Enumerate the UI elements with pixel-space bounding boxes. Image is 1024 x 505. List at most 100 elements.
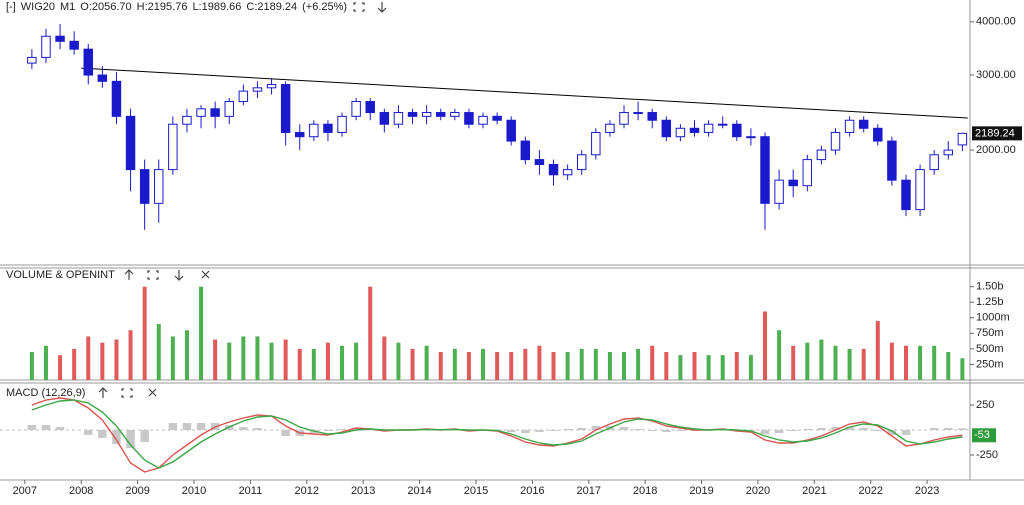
header-item: (+6.25%) xyxy=(302,1,347,13)
histogram-bar xyxy=(549,430,557,431)
histogram-bar xyxy=(676,430,684,431)
volume-bar xyxy=(467,352,471,380)
candle-body xyxy=(888,141,896,180)
volume-bar xyxy=(707,355,711,380)
volume-bar xyxy=(636,349,640,380)
header-item: L:1989.66 xyxy=(192,1,241,13)
volume-bar xyxy=(735,352,739,380)
volume-bar xyxy=(171,336,175,380)
candle-body xyxy=(606,124,614,132)
candle-body xyxy=(324,124,332,132)
volume-bar xyxy=(312,349,316,380)
volume-bar xyxy=(157,324,161,380)
histogram-bar xyxy=(577,428,585,430)
x-tick-label: 2014 xyxy=(407,485,431,497)
volume-bar xyxy=(199,287,203,380)
volume-bar xyxy=(326,343,330,380)
x-tick-label: 2019 xyxy=(689,485,713,497)
histogram-bar xyxy=(620,427,628,430)
candle-body xyxy=(465,113,473,125)
candle-body xyxy=(859,120,867,128)
candle-body xyxy=(183,116,191,124)
candle-body xyxy=(366,102,374,113)
header-item: C:2189.24 xyxy=(246,1,297,13)
volume-bar xyxy=(114,340,118,380)
candle-body xyxy=(718,124,726,125)
volume-bar xyxy=(890,343,894,380)
volume-bar xyxy=(693,352,697,380)
histogram-bar xyxy=(535,430,543,432)
histogram-bar xyxy=(507,430,515,432)
histogram-bar xyxy=(859,428,867,430)
volume-bar xyxy=(904,346,908,380)
volume-bar xyxy=(255,336,259,380)
histogram-bar xyxy=(634,429,642,430)
candle-body xyxy=(338,116,346,132)
x-tick-label: 2015 xyxy=(464,485,488,497)
candle-body xyxy=(648,113,656,121)
candle-body xyxy=(874,128,882,141)
candle-body xyxy=(690,128,698,132)
candle-body xyxy=(549,165,557,175)
candle-body xyxy=(296,132,304,136)
volume-bar xyxy=(664,352,668,380)
candle-body xyxy=(479,116,487,124)
candle-body xyxy=(408,113,416,117)
volume-bar xyxy=(30,352,34,380)
candle-body xyxy=(845,120,853,132)
histogram-bar xyxy=(874,430,882,431)
volume-bar xyxy=(100,343,104,380)
volume-bar xyxy=(185,330,189,380)
volume-bar xyxy=(960,358,964,380)
candle-body xyxy=(225,102,233,117)
candle-body xyxy=(211,109,219,117)
x-tick-label: 2022 xyxy=(859,485,883,497)
candle-body xyxy=(84,49,92,75)
header-item: M1 xyxy=(60,1,75,13)
histogram-bar xyxy=(902,430,910,435)
y-tick-label: 1000m xyxy=(976,312,1010,324)
volume-bar xyxy=(876,321,880,380)
candle-body xyxy=(155,170,163,204)
candle-body xyxy=(704,124,712,132)
volume-bar xyxy=(763,312,767,380)
candle-body xyxy=(916,170,924,210)
x-tick-label: 2012 xyxy=(295,485,319,497)
candle-body xyxy=(803,160,811,186)
candle-body xyxy=(747,137,755,138)
candle-body xyxy=(930,155,938,170)
x-tick-label: 2009 xyxy=(125,485,149,497)
x-tick-label: 2017 xyxy=(577,485,601,497)
histogram-bar xyxy=(775,430,783,433)
histogram-bar xyxy=(563,429,571,430)
volume-bar xyxy=(932,346,936,380)
candle-body xyxy=(662,120,670,136)
histogram-bar xyxy=(789,430,797,431)
x-tick-label: 2013 xyxy=(351,485,375,497)
candle-body xyxy=(56,36,64,41)
volume-bar xyxy=(241,336,245,380)
histogram-bar xyxy=(197,423,205,430)
histogram-bar xyxy=(817,428,825,430)
y-tick-label: 250m xyxy=(976,358,1004,370)
y-tick-label: 1.50b xyxy=(976,281,1004,293)
volume-bar xyxy=(129,330,133,380)
volume-bar xyxy=(862,349,866,380)
volume-bar xyxy=(819,340,823,380)
volume-bar xyxy=(777,330,781,380)
x-tick-label: 2016 xyxy=(520,485,544,497)
histogram-bar xyxy=(84,430,92,435)
candle-body xyxy=(733,124,741,136)
candle-body xyxy=(112,81,120,116)
candle-body xyxy=(267,85,275,88)
volume-bar xyxy=(481,349,485,380)
candle-body xyxy=(563,170,571,175)
volume-bar xyxy=(382,336,386,380)
histogram-bar xyxy=(42,425,50,430)
y-tick-label: 4000.00 xyxy=(976,16,1016,28)
volume-bar xyxy=(523,349,527,380)
volume-bar xyxy=(918,346,922,380)
volume-bar xyxy=(552,352,556,380)
